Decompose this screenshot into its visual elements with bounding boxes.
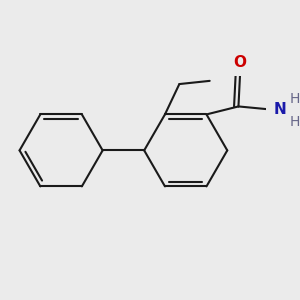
Text: N: N [274, 102, 286, 117]
Text: O: O [234, 55, 247, 70]
Text: H: H [290, 92, 300, 106]
Text: H: H [290, 115, 300, 129]
